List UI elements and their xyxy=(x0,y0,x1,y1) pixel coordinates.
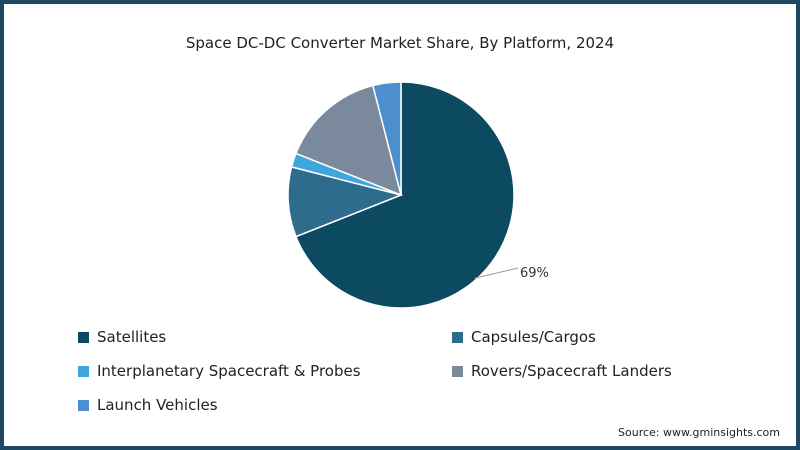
legend-item-satellites: Satellites xyxy=(78,328,166,346)
legend-swatch xyxy=(452,365,463,377)
legend-label: Capsules/Cargos xyxy=(471,328,596,346)
legend-swatch xyxy=(78,399,89,411)
legend-label: Interplanetary Spacecraft & Probes xyxy=(97,362,361,380)
legend-swatch xyxy=(78,331,89,343)
chart-title: Space DC-DC Converter Market Share, By P… xyxy=(185,34,615,52)
legend-item-interplanetary: Interplanetary Spacecraft & Probes xyxy=(78,362,361,380)
legend-swatch xyxy=(78,365,89,377)
legend-item-launch: Launch Vehicles xyxy=(78,396,218,414)
pie-slice-satellites xyxy=(294,81,515,309)
data-label-leader xyxy=(474,267,519,279)
legend-label: Rovers/Spacecraft Landers xyxy=(471,362,672,380)
pie-slice-rovers-spacecraft-landers xyxy=(294,84,403,197)
data-label: 69% xyxy=(520,266,549,281)
source-note: Source: www.gminsights.com xyxy=(618,426,780,439)
legend-item-rovers: Rovers/Spacecraft Landers xyxy=(452,362,672,380)
legend-item-capsules: Capsules/Cargos xyxy=(452,328,596,346)
legend-label: Launch Vehicles xyxy=(97,396,218,414)
legend-label: Satellites xyxy=(97,328,167,346)
pie-slice-capsules-cargos xyxy=(287,165,404,238)
legend-swatch xyxy=(452,331,463,343)
pie-slice-launch-vehicles xyxy=(371,81,402,196)
